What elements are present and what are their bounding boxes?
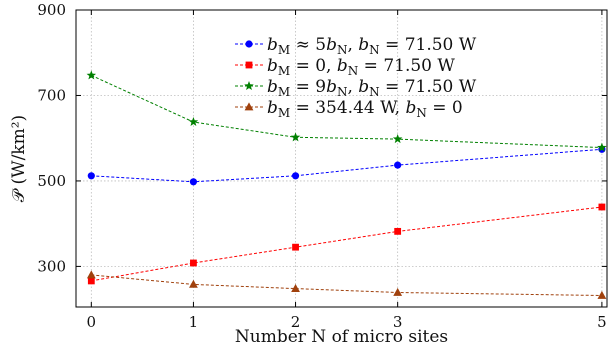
series-4-point [393, 287, 403, 296]
legend-3-label: bM = 9bN, bN = 71.50 W [267, 77, 477, 99]
series-4-point [189, 279, 198, 288]
legend-4-marker [244, 102, 254, 111]
x-tick-label: 2 [291, 313, 301, 331]
series-3-point [392, 134, 403, 144]
axis-ticks: 0 1 2 3 5 300 500 700 900 [37, 1, 607, 331]
series-4-line [91, 274, 602, 296]
series-2-point [394, 227, 402, 235]
legend-1-label: bM ≈ 5bN, bN = 71.50 W [267, 35, 477, 57]
series-1-point [189, 178, 198, 186]
legend-1-marker [245, 40, 253, 48]
y-tick-label: 300 [37, 257, 66, 275]
x-tick-label: 0 [87, 313, 97, 331]
series-markers [86, 70, 607, 299]
series-3-point [290, 132, 301, 142]
series-1-line [91, 148, 602, 183]
plot-frame [75, 9, 608, 308]
series-3-point [597, 142, 607, 152]
series-3-point [188, 116, 199, 127]
x-axis-label: Number N of micro sites [235, 327, 448, 347]
legend-4-label: bM = 354.44 W, bN = 0 [267, 98, 463, 120]
series-1-point [394, 161, 402, 169]
x-tick-label: 1 [189, 313, 199, 331]
x-tick-label: 3 [393, 313, 403, 331]
legend-3-marker [244, 81, 254, 91]
y-tick-label: 700 [37, 86, 66, 104]
series-4-point [291, 284, 300, 293]
legend-2-marker [245, 61, 253, 69]
series-1-point [291, 172, 300, 180]
y-tick-label: 900 [37, 1, 66, 19]
series-2-line [91, 206, 602, 282]
series-3-point [86, 70, 97, 80]
series-4-point [597, 290, 607, 299]
series-1-point [87, 172, 95, 180]
y-tick-label: 500 [37, 172, 66, 190]
series-2-point [190, 259, 197, 267]
y-axis-label: 𝒫 (W/km²) [9, 115, 29, 202]
series-2-point [292, 243, 299, 251]
series-2-point [598, 203, 606, 211]
series-2-point [87, 277, 95, 285]
legend-2-label: bM = 0, bN = 71.50 W [267, 56, 455, 78]
legend: bM ≈ 5bN, bN = 71.50 WbM = 0, bN = 71.50… [235, 35, 477, 120]
x-tick-label: 5 [597, 313, 607, 331]
series-4-point [86, 270, 96, 279]
